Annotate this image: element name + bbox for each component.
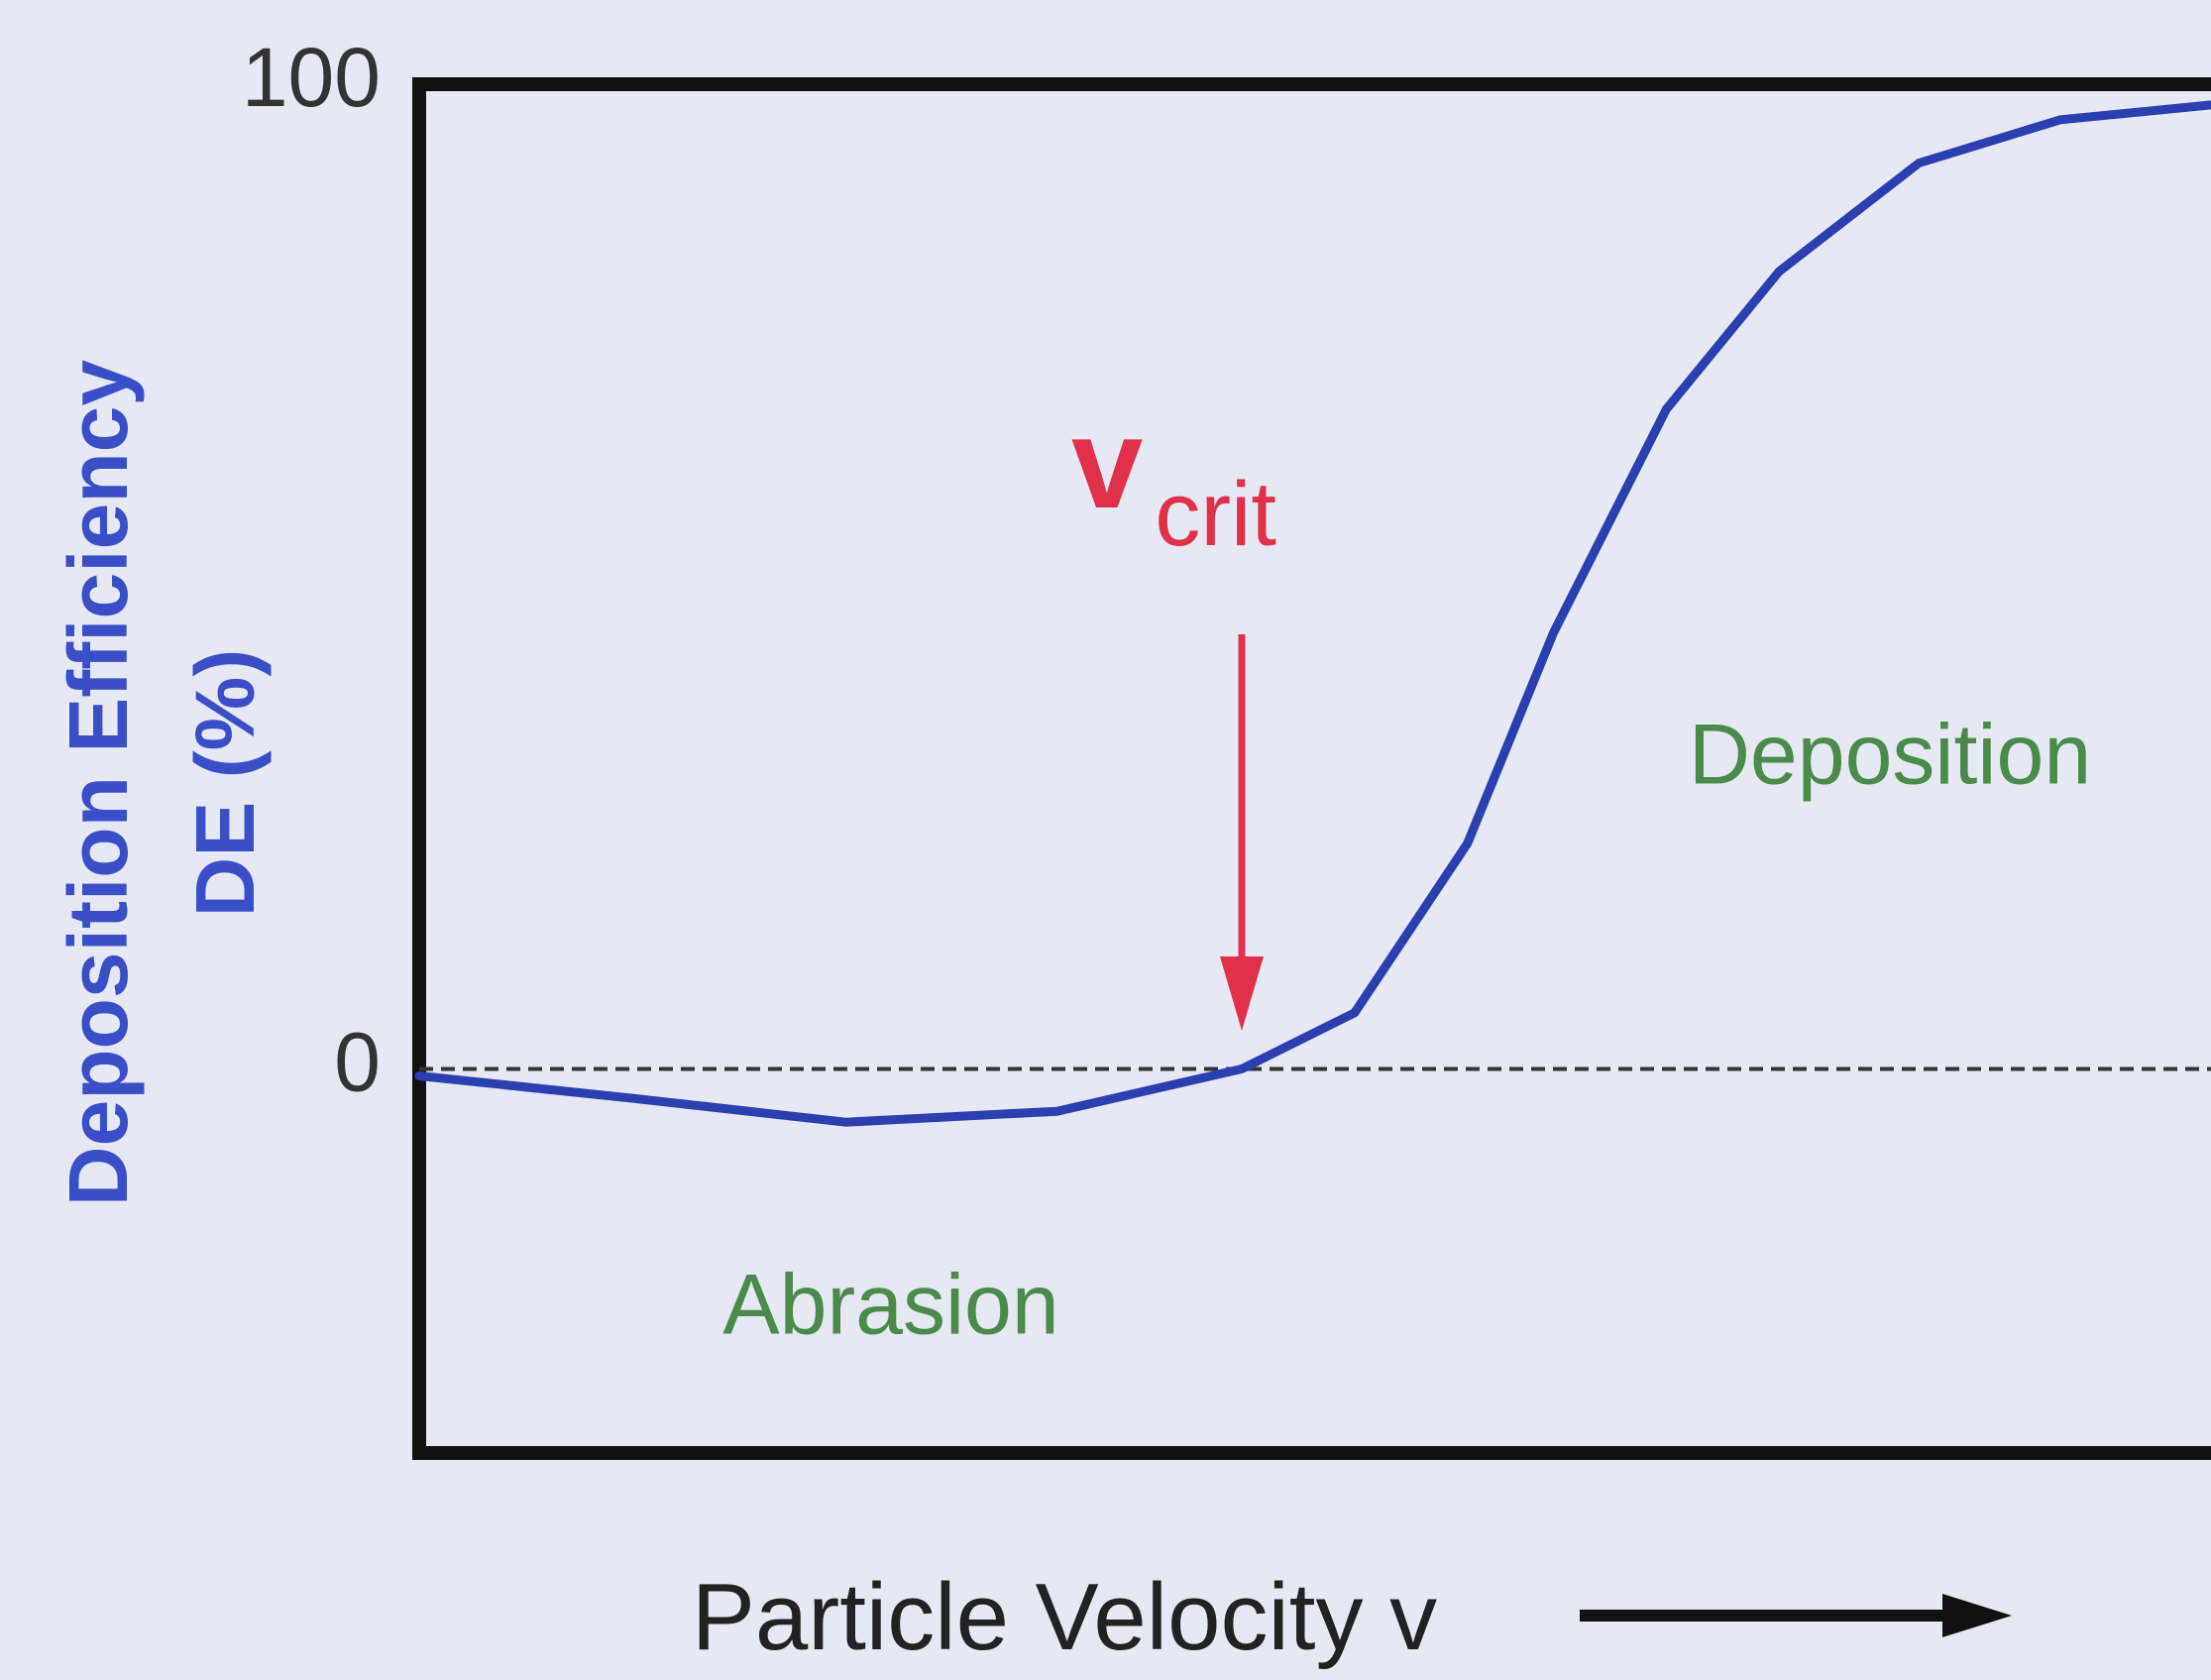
y-axis-label: DE (%) (178, 649, 272, 918)
plot-frame (412, 77, 2211, 1460)
vcrit-symbol: v (1071, 391, 1143, 535)
y-tick-label: 100 (242, 31, 381, 124)
deposition-label: Deposition (1689, 708, 2091, 803)
x-axis-label: Particle Velocity v (692, 1564, 1437, 1670)
abrasion-label: Abrasion (722, 1258, 1058, 1353)
y-axis-label: Deposition Efficiency (52, 360, 145, 1206)
plot-content (412, 82, 2211, 1127)
vcrit-subscript: crit (1155, 464, 1276, 565)
y-tick-label: 0 (334, 1016, 381, 1109)
x-axis-arrowhead (1942, 1594, 2012, 1637)
data-line (414, 100, 2211, 1127)
vcrit-arrowhead (1220, 956, 1264, 1031)
vcrit-label: v crit (1071, 391, 1276, 565)
